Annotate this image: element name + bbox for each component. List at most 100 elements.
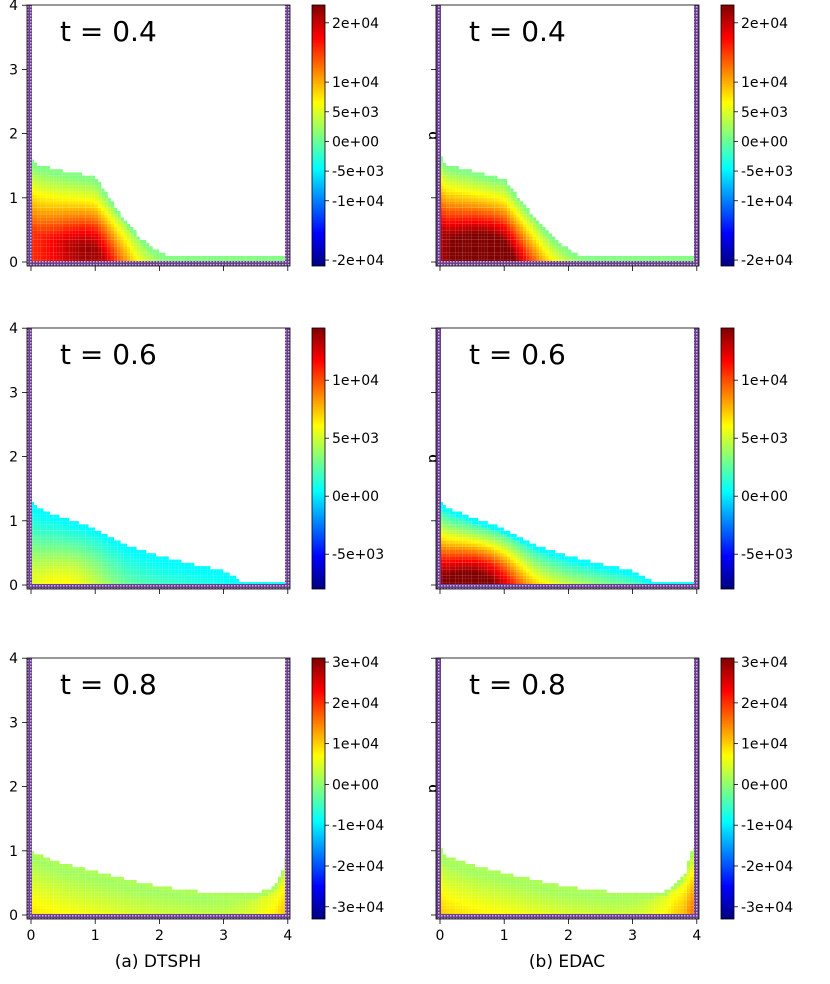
colorbar-tick-label: 1e+04 (332, 75, 379, 91)
y-tick-label: 4 (9, 321, 18, 337)
x-tick-label: 3 (628, 928, 637, 944)
time-label: t = 0.8 (469, 668, 566, 701)
panels: 0 1 2 3 4 t = 0.4 -2e+04 -1e+04 -5e+03 0e+00 5e+03… (9, 0, 793, 944)
colorbar-tick-label: -2e+04 (332, 859, 384, 875)
panel-0-0: 0 1 2 3 4 t = 0.4 -2e+04 -1e+04 -5e+03 0e+00 5e+03… (9, 0, 441, 271)
time-label: t = 0.8 (60, 668, 157, 701)
y-tick-label: 1 (9, 844, 18, 860)
y-tick-label: 4 (9, 0, 18, 14)
y-tick-label: 3 (9, 385, 18, 401)
colorbar-tick-label: 3e+04 (741, 655, 788, 671)
x-tick-label: 2 (155, 928, 164, 944)
colorbar-tick-label: -2e+04 (332, 253, 384, 269)
wall-left (27, 658, 32, 919)
colorbar-tick-label: -5e+03 (741, 547, 793, 563)
fluid-particles (439, 156, 697, 263)
fluid-particles (30, 851, 288, 916)
wall-right (285, 328, 290, 589)
wall-bottom (436, 914, 699, 919)
time-label: t = 0.6 (469, 338, 566, 371)
colorbar-label: p (425, 131, 441, 140)
axes-frame (435, 4, 700, 267)
colorbar-tick-label: -5e+03 (741, 164, 793, 180)
wall-right (694, 328, 699, 589)
colorbar: -3e+04 -2e+04 -1e+04 0e+00 1e+04 2e+04 3e+04 p (311, 655, 441, 920)
axes-frame (435, 327, 700, 590)
x-tick-label: 4 (283, 928, 292, 944)
colorbar-label: p (425, 454, 441, 463)
colorbar-tick-label: 5e+03 (332, 105, 379, 121)
axis-ticks (431, 327, 698, 594)
colorbar-tick-label: -1e+04 (741, 194, 793, 210)
axis-ticks: 0 1 2 3 4 (9, 321, 289, 594)
colorbar-tick-label: 1e+04 (741, 373, 788, 389)
wall-right (694, 5, 699, 266)
x-tick-label: 0 (436, 928, 445, 944)
colorbar-tick-label: 5e+03 (332, 431, 379, 447)
fluid-particles (439, 501, 697, 586)
colorbar-tick-label: -5e+03 (332, 164, 384, 180)
column-caption-b: (b) EDAC (529, 952, 605, 972)
colorbar-label: p (425, 784, 441, 793)
panel-2-0: 00 1 1 2 2 3 3 4 4 t = 0.8 -3e+04 -2e+04 -1e+04 0e+00… (9, 651, 441, 944)
axes-frame (26, 327, 291, 590)
x-tick-label: 4 (692, 928, 701, 944)
colorbar-tick-label: 1e+04 (332, 737, 379, 753)
colorbar-tick-label: 0e+00 (332, 134, 379, 150)
colorbar-tick-label: -3e+04 (332, 900, 384, 916)
y-tick-label: 0 (9, 908, 18, 924)
wall-bottom (27, 914, 290, 919)
colorbar-tick-label: 0e+00 (332, 777, 379, 793)
y-tick-label: 2 (9, 450, 18, 466)
colorbar-tick-label: 1e+04 (741, 75, 788, 91)
colorbar-tick-label: 2e+04 (741, 16, 788, 32)
y-tick-label: 3 (9, 715, 18, 731)
wall-left (436, 658, 441, 919)
wall-right (285, 658, 290, 919)
colorbar-tick-label: 3e+04 (332, 655, 379, 671)
axis-ticks: 00 1 1 2 2 3 3 4 4 (9, 651, 292, 944)
x-tick-label: 3 (219, 928, 228, 944)
colorbar-tick-label: 2e+04 (332, 696, 379, 712)
axes-frame (26, 657, 291, 920)
wall-bottom (436, 261, 699, 266)
panel-0-1: t = 0.4 -2e+04 -1e+04 -5e+03 0e+00 5e+03 1e+04… (431, 4, 793, 271)
fluid-particles (439, 847, 697, 916)
colorbar-tick-label: -5e+03 (332, 547, 384, 563)
colorbar-tick-label: -1e+04 (332, 818, 384, 834)
wall-bottom (27, 261, 290, 266)
wall-right (694, 658, 699, 919)
wall-left (436, 5, 441, 266)
colorbar-tick-label: -3e+04 (741, 900, 793, 916)
colorbar-tick-label: 2e+04 (332, 16, 379, 32)
x-tick-label: 1 (500, 928, 509, 944)
wall-right (285, 5, 290, 266)
axis-ticks (431, 4, 698, 271)
time-label: t = 0.4 (60, 15, 157, 48)
wall-bottom (436, 584, 699, 589)
colorbar-tick-label: 0e+00 (741, 777, 788, 793)
panel-2-1: 0 1 2 3 4 t = 0.8 -3e+04 -2e+04 -1e+04 0e+00 1e+04… (431, 655, 793, 944)
colorbar-tick-label: 0e+00 (741, 134, 788, 150)
colorbar-tick-label: -2e+04 (741, 253, 793, 269)
time-label: t = 0.6 (60, 338, 157, 371)
colorbar-tick-label: 5e+03 (741, 105, 788, 121)
y-tick-label: 2 (9, 127, 18, 143)
x-tick-label: 1 (91, 928, 100, 944)
wall-left (27, 5, 32, 266)
axes-frame (26, 4, 291, 267)
axis-ticks: 0 1 2 3 4 (9, 0, 289, 271)
wall-left (27, 328, 32, 589)
y-tick-label: 2 (9, 780, 18, 796)
y-tick-label: 1 (9, 191, 18, 207)
y-tick-label: 3 (9, 62, 18, 78)
x-tick-label: 2 (564, 928, 573, 944)
colorbar-tick-label: -2e+04 (741, 859, 793, 875)
fluid-particles (30, 159, 288, 263)
colorbar-tick-label: 0e+00 (741, 489, 788, 505)
fluid-particles (30, 501, 288, 586)
